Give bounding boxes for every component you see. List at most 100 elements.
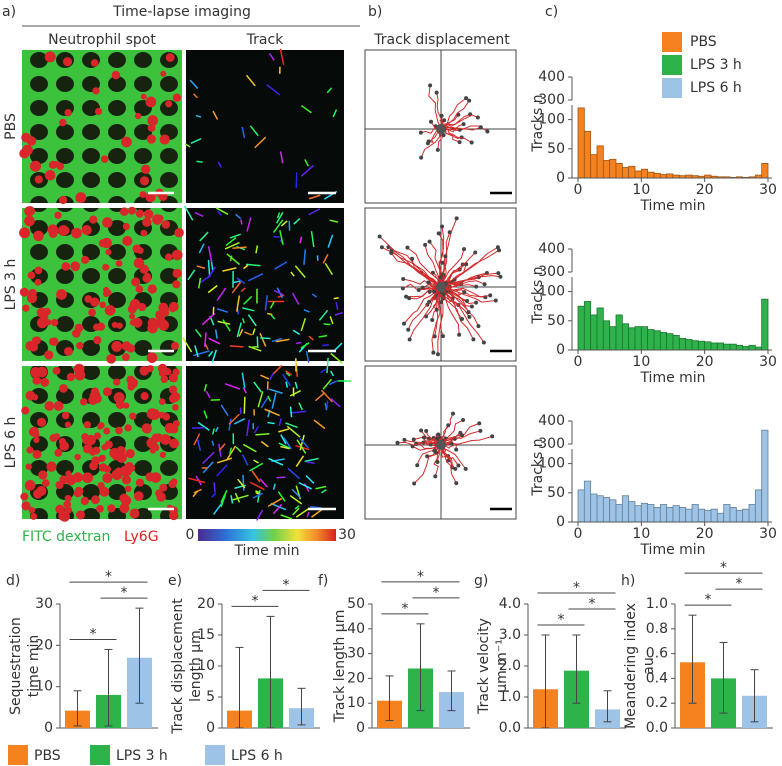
track: [224, 383, 241, 390]
neutrophil: [21, 501, 31, 511]
track-end: [458, 430, 463, 435]
track: [260, 440, 269, 448]
track-end: [401, 276, 406, 281]
histogram-bar: [761, 162, 769, 179]
neutrophil: [106, 353, 117, 364]
track-end: [469, 140, 474, 145]
track: [226, 445, 237, 460]
stain-label: FITC dextran: [22, 529, 110, 545]
neutrophil: [104, 305, 116, 316]
neutrophil: [61, 411, 70, 420]
track-end: [436, 231, 441, 236]
track: [275, 338, 290, 343]
track: [231, 281, 242, 294]
neutrophil: [161, 220, 171, 229]
track: [196, 160, 203, 163]
displacement-track: [440, 218, 458, 288]
panel-letter: g): [474, 573, 488, 589]
neutrophil: [53, 433, 61, 440]
track-end: [498, 274, 503, 279]
track-end: [426, 280, 431, 285]
y-tick-label: 20: [35, 637, 53, 653]
track: [187, 269, 196, 281]
track: [256, 336, 259, 348]
track: [207, 284, 218, 294]
track: [194, 345, 199, 358]
track: [290, 271, 295, 277]
panel-letter: e): [168, 573, 182, 589]
neutrophil: [59, 384, 68, 393]
y-tick-label: 300: [538, 436, 565, 452]
y-tick-label: 10: [347, 695, 365, 711]
track: [197, 277, 202, 289]
track-end: [377, 234, 382, 239]
neutrophil: [90, 297, 100, 307]
track: [268, 372, 274, 381]
track: [216, 308, 229, 313]
track: [285, 381, 289, 388]
track: [299, 434, 305, 451]
track-end: [428, 83, 433, 88]
y-axis-label: time min: [26, 635, 42, 697]
histogram-bar: [602, 497, 611, 523]
neutrophil: [129, 412, 137, 420]
neutrophil: [36, 317, 48, 329]
track: [313, 419, 326, 430]
track: [266, 84, 281, 96]
track: [289, 410, 307, 414]
histogram-bar: [735, 509, 744, 523]
neutrophil: [102, 472, 113, 484]
y-tick-label: 50: [347, 596, 365, 612]
histogram-bar: [659, 504, 668, 523]
neutrophil: [93, 323, 101, 331]
track: [311, 293, 317, 298]
track: [268, 388, 283, 394]
track: [324, 402, 328, 411]
track: [299, 438, 309, 449]
track: [271, 337, 283, 343]
neutrophil: [62, 57, 73, 67]
neutrophil: [22, 144, 33, 156]
neutrophil: [79, 398, 88, 406]
neutrophil: [22, 304, 30, 312]
histogram-bar: [647, 329, 655, 351]
histogram-bar: [761, 298, 769, 351]
neutrophil: [168, 479, 177, 489]
track: [267, 395, 272, 402]
neutrophil: [135, 285, 144, 293]
panel-title: Track displacement: [373, 32, 510, 48]
y-tick-label: 100: [538, 284, 565, 300]
neutrophil: [34, 266, 43, 275]
neutrophil: [121, 475, 132, 485]
panel-letter: d): [6, 573, 20, 589]
track: [285, 422, 298, 429]
track: [224, 241, 240, 250]
neutrophil: [111, 70, 121, 80]
track-end: [402, 321, 407, 326]
track-end: [430, 318, 435, 323]
track-end: [434, 90, 439, 95]
track: [236, 322, 242, 338]
legend-label: PBS: [34, 748, 61, 764]
neutrophil: [115, 260, 123, 267]
track: [328, 380, 338, 386]
histogram-bar: [602, 320, 611, 351]
track-end: [424, 429, 429, 434]
track: [246, 419, 250, 436]
track: [303, 309, 310, 313]
neutrophil: [135, 209, 144, 218]
histogram-bar: [672, 505, 680, 523]
track-end: [405, 245, 410, 250]
track: [276, 476, 286, 479]
neutrophil: [165, 53, 175, 62]
histogram-bar: [640, 168, 649, 179]
track-end: [435, 147, 440, 152]
neutrophil: [71, 227, 82, 239]
y-axis-label: Meandering index: [623, 603, 639, 729]
neutrophil: [55, 504, 65, 514]
neutrophil: [59, 118, 67, 127]
track-end: [431, 350, 436, 355]
neutrophil: [172, 268, 182, 278]
neutrophil: [111, 340, 123, 352]
track: [235, 446, 242, 453]
